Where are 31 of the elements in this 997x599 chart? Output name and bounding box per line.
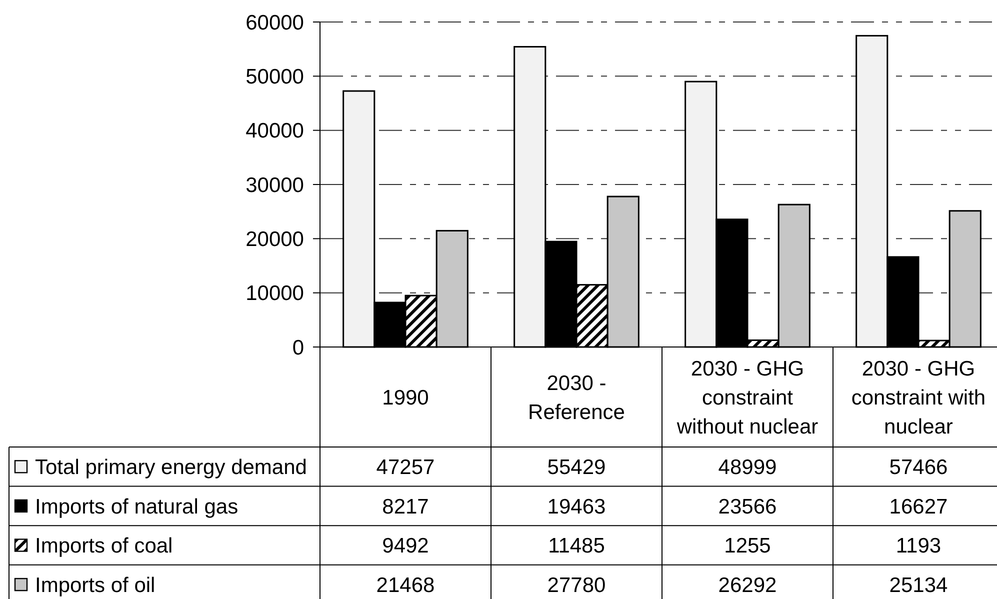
y-tick-label: 10000 (246, 282, 304, 306)
y-tick-label: 40000 (246, 120, 304, 143)
data-label: 8217 (382, 495, 429, 518)
data-label: 19463 (547, 495, 606, 518)
data-label: 55429 (547, 456, 606, 479)
y-tick-label: 20000 (246, 228, 304, 252)
data-label: 1255 (724, 534, 771, 558)
data-label: 57466 (889, 456, 948, 479)
data-label: 47257 (376, 456, 435, 479)
data-label: 25134 (889, 574, 948, 597)
data-label: 48999 (718, 456, 777, 479)
data-label: 21468 (376, 574, 435, 597)
data-label: 27780 (547, 574, 606, 597)
legend-label: Imports of oil (35, 574, 156, 597)
x-tick-label: 2030 - GHG constraint with nuclear (851, 357, 986, 438)
x-tick-label: 2030 - GHG constraint without nuclear (676, 357, 818, 438)
data-label: 26292 (718, 574, 777, 597)
legend-label: Imports of coal (35, 534, 173, 558)
data-label: 11485 (548, 534, 605, 558)
y-tick-label: 60000 (246, 11, 304, 34)
legend-label: Total primary energy demand (35, 456, 307, 479)
y-tick-label: 50000 (246, 66, 304, 89)
y-tick-label: 0 (292, 336, 304, 360)
data-label: 16627 (889, 495, 948, 518)
x-tick-label: 2030 - Reference (528, 372, 625, 424)
y-tick-label: 30000 (246, 174, 304, 197)
data-label: 1193 (896, 534, 942, 558)
data-label: 23566 (718, 495, 777, 518)
data-label: 9492 (382, 534, 429, 558)
x-tick-label: 1990 (382, 386, 429, 410)
legend-label: Imports of natural gas (35, 495, 238, 518)
